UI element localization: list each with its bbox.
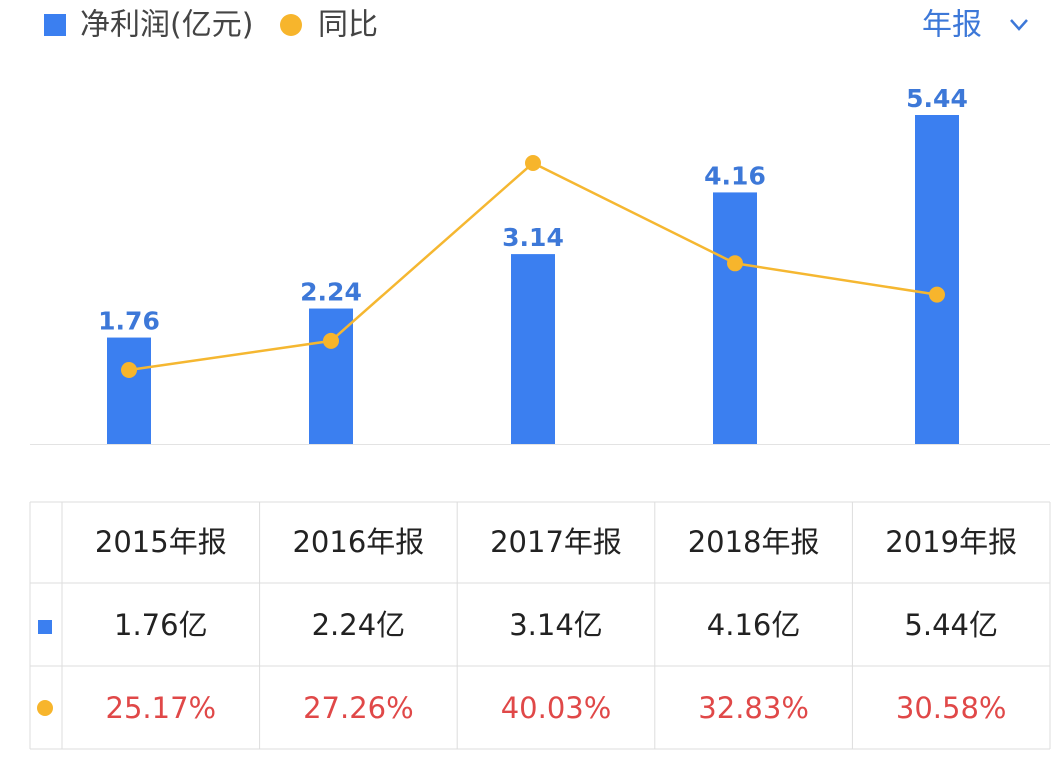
line-point [727,255,743,272]
table-header: 2016年报 [292,525,424,559]
table-value: 2.24亿 [312,608,406,642]
bar [107,337,151,444]
bar-label: 2.24 [300,278,362,307]
table-value: 25.17% [106,691,217,725]
row-icon [38,620,52,634]
bar-label: 4.16 [704,161,766,190]
period-selector[interactable]: 年报 [922,8,1028,43]
table-header: 2015年报 [95,525,227,559]
table-header: 2018年报 [688,525,820,559]
table-value: 27.26% [303,691,414,725]
chevron[interactable] [1010,19,1028,31]
legend-swatch [280,14,302,36]
bar [915,115,959,444]
line-point [121,362,137,378]
bar [309,308,353,444]
table-value: 40.03% [501,691,612,725]
table-value: 3.14亿 [509,608,603,642]
table-header: 2019年报 [885,525,1017,559]
bar [511,254,555,444]
bar-label: 5.44 [906,84,968,113]
table-value: 5.44亿 [904,608,998,642]
line-point [525,155,541,171]
table-value: 4.16亿 [707,608,801,642]
bar-label: 1.76 [98,307,160,336]
line-point [323,332,339,349]
bar-label: 3.14 [502,223,564,252]
bar [713,192,757,444]
table-value: 32.83% [698,691,809,725]
table-header: 2017年报 [490,525,622,559]
period-label[interactable]: 年报 [922,8,982,43]
line-point [929,286,945,303]
table-value: 1.76亿 [114,608,208,642]
table-value: 30.58% [896,691,1007,725]
legend-label: 净利润(亿元) [80,8,253,43]
legend-swatch [44,14,66,36]
row-icon [37,700,53,716]
legend-label: 同比 [318,8,378,43]
